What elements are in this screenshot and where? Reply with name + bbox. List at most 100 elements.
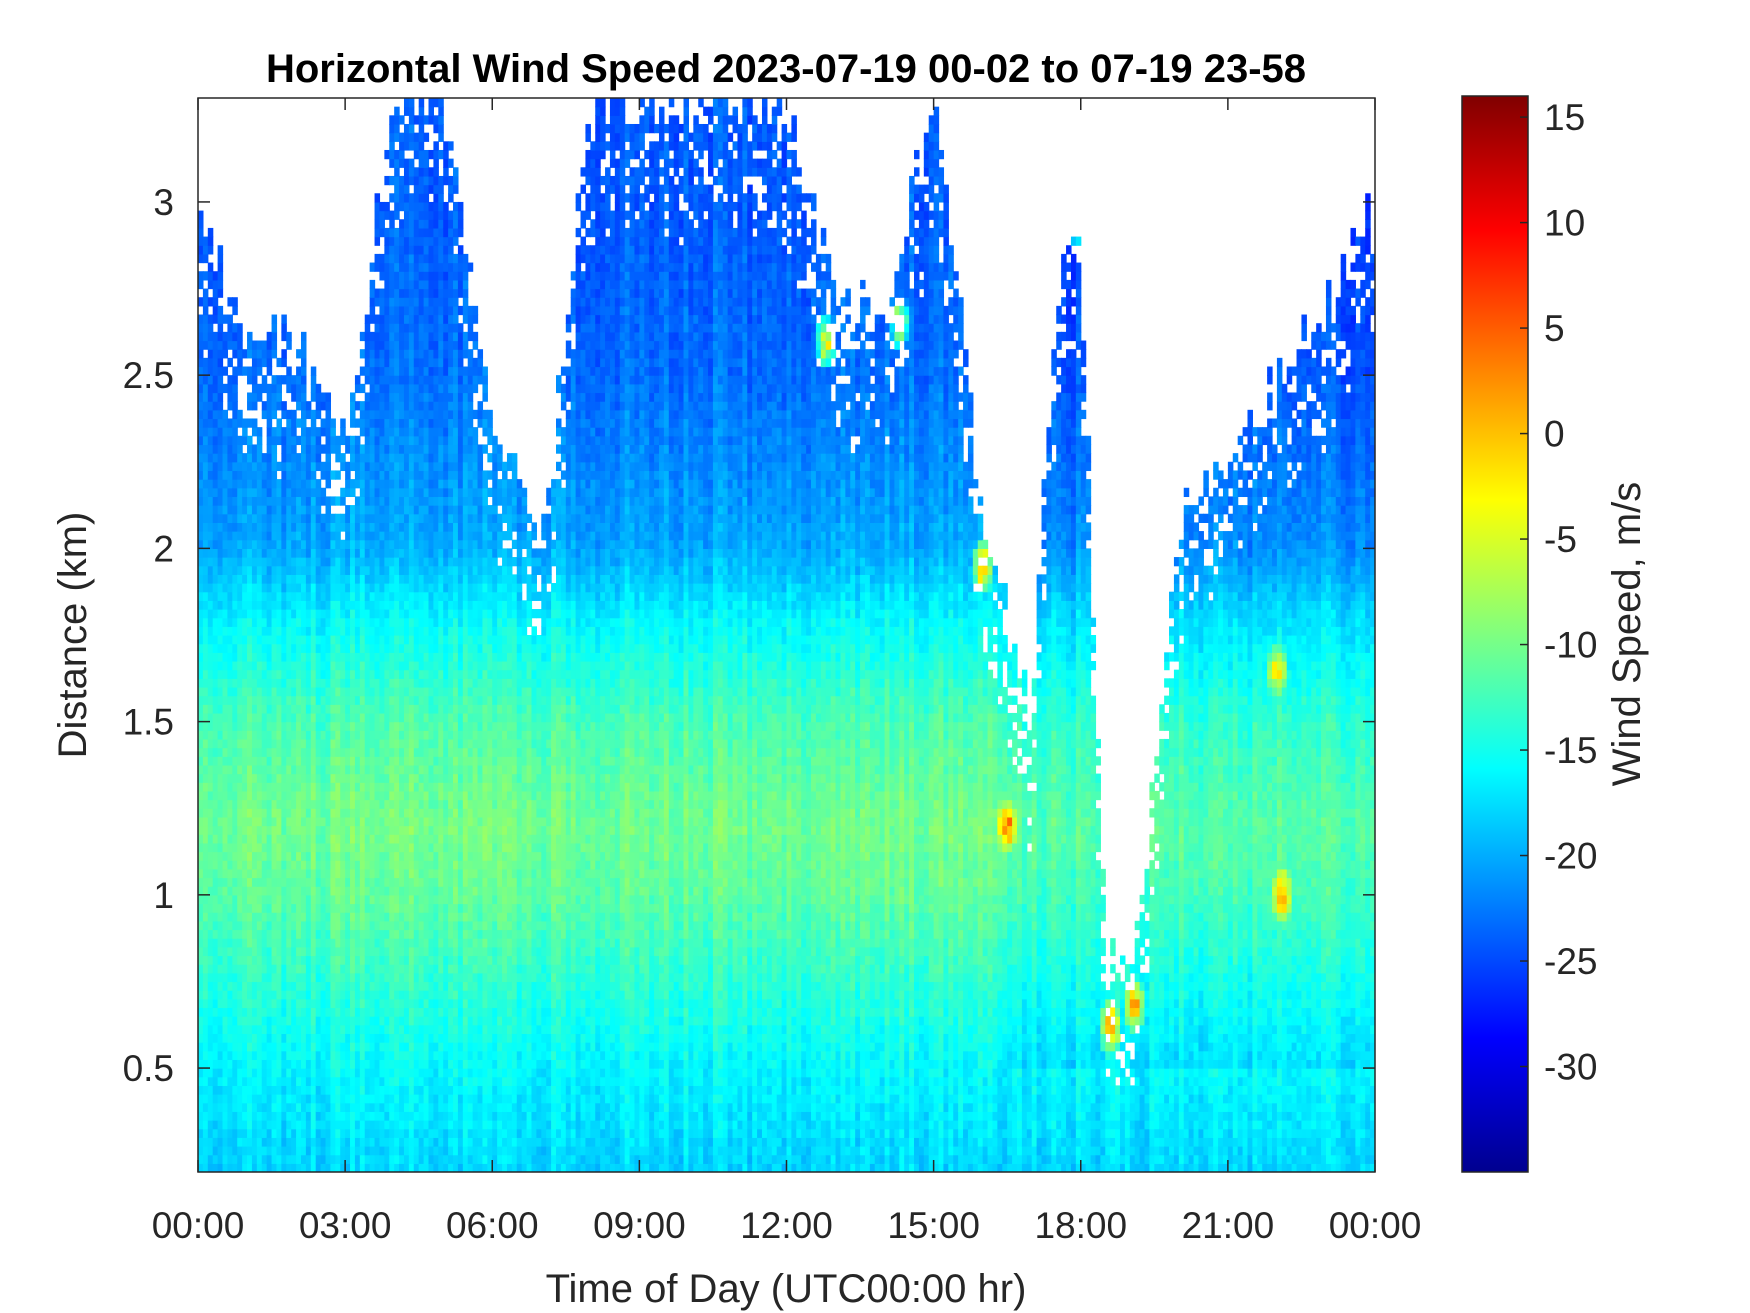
heatmap-cell <box>232 946 238 957</box>
heatmap-cell <box>428 383 434 394</box>
heatmap-cell <box>237 479 243 489</box>
heatmap-cell <box>345 1094 351 1104</box>
heatmap-cell <box>237 1068 243 1078</box>
heatmap-cell <box>423 1050 430 1060</box>
heatmap-cell <box>310 531 317 541</box>
heatmap-cell <box>222 600 229 610</box>
heatmap-cell <box>198 842 204 853</box>
heatmap-cell <box>335 808 341 818</box>
heatmap-cell <box>394 730 400 740</box>
heatmap-cell <box>330 539 336 549</box>
heatmap-cell <box>345 470 351 480</box>
heatmap-cell <box>310 686 317 697</box>
heatmap-cell <box>394 461 400 472</box>
heatmap-cell <box>330 1033 336 1043</box>
heatmap-cell <box>207 1111 214 1121</box>
heatmap-cell <box>354 929 361 939</box>
heatmap-cell <box>345 695 351 705</box>
heatmap-cell <box>271 479 278 489</box>
heatmap-cell <box>242 1059 248 1069</box>
heatmap-cell <box>438 955 444 965</box>
heatmap-cell <box>359 635 366 645</box>
heatmap-cell <box>300 773 307 783</box>
heatmap-cell <box>276 357 282 368</box>
heatmap-cell <box>286 851 292 861</box>
heatmap-cell <box>227 565 233 575</box>
heatmap-cell <box>256 1050 263 1060</box>
heatmap-cell <box>251 825 258 835</box>
heatmap-cell <box>428 877 434 887</box>
heatmap-cell <box>305 669 312 679</box>
heatmap-cell <box>428 868 434 879</box>
heatmap-cell <box>300 383 307 394</box>
heatmap-cell <box>286 1146 292 1156</box>
heatmap-cell <box>330 877 336 887</box>
heatmap-cell <box>256 712 263 723</box>
heatmap-cell <box>242 764 248 775</box>
heatmap-cell <box>408 834 415 844</box>
heatmap-cell <box>286 964 292 974</box>
heatmap-cell <box>389 505 395 515</box>
heatmap-cell <box>286 834 292 844</box>
heatmap-cell <box>413 851 420 861</box>
heatmap-cell <box>394 305 400 316</box>
heatmap-cell <box>232 366 238 376</box>
heatmap-cell <box>227 799 233 809</box>
heatmap-cell <box>359 1024 366 1035</box>
heatmap-cell <box>261 712 268 723</box>
heatmap-cell <box>335 912 341 922</box>
heatmap-cell <box>399 548 405 558</box>
heatmap-cell <box>394 331 400 342</box>
heatmap-cell <box>399 660 405 671</box>
heatmap-cell <box>399 877 405 887</box>
heatmap-cell <box>242 747 248 757</box>
heatmap-cell <box>261 747 268 757</box>
heatmap-cell <box>374 253 381 264</box>
heatmap-cell <box>202 375 209 385</box>
heatmap-cell <box>418 868 425 879</box>
heatmap-cell <box>345 591 351 601</box>
heatmap-cell <box>296 825 302 835</box>
heatmap-cell <box>354 816 361 827</box>
heatmap-cell <box>340 609 346 619</box>
heatmap-cell <box>296 964 302 974</box>
heatmap-cell <box>300 1042 307 1052</box>
heatmap-cell <box>369 660 376 671</box>
heatmap-cell <box>354 938 361 948</box>
heatmap-cell <box>217 600 224 610</box>
heatmap-cell <box>340 738 346 749</box>
heatmap-cell <box>315 539 322 549</box>
heatmap-cell <box>408 470 415 480</box>
heatmap-cell <box>207 1042 214 1052</box>
heatmap-cell <box>261 756 268 766</box>
heatmap-cell <box>207 600 214 610</box>
heatmap-cell <box>198 643 204 653</box>
heatmap-cell <box>237 704 243 714</box>
heatmap-cell <box>389 141 395 151</box>
heatmap-cell <box>261 660 268 671</box>
heatmap-cell <box>325 834 332 844</box>
heatmap-cell <box>315 505 322 515</box>
heatmap-cell <box>423 704 430 714</box>
heatmap-cell <box>256 790 263 801</box>
heatmap-cell <box>335 816 341 827</box>
heatmap-cell <box>359 938 366 948</box>
heatmap-cell <box>212 808 219 818</box>
heatmap-cell <box>354 903 361 913</box>
heatmap-cell <box>227 513 233 523</box>
heatmap-cell <box>198 773 204 783</box>
heatmap-cell <box>399 712 405 723</box>
heatmap-cell <box>369 1007 376 1017</box>
heatmap-cell <box>389 253 395 264</box>
heatmap-cell <box>379 1154 385 1164</box>
heatmap-cell <box>232 972 238 983</box>
heatmap-cell <box>335 1068 341 1078</box>
heatmap-cell <box>418 583 425 593</box>
heatmap-cell <box>399 782 405 792</box>
heatmap-cell <box>266 712 273 723</box>
heatmap-cell <box>359 617 366 627</box>
heatmap-cell <box>399 635 405 645</box>
heatmap-cell <box>438 323 444 333</box>
heatmap-cell <box>428 816 434 827</box>
heatmap-cell <box>379 678 385 688</box>
